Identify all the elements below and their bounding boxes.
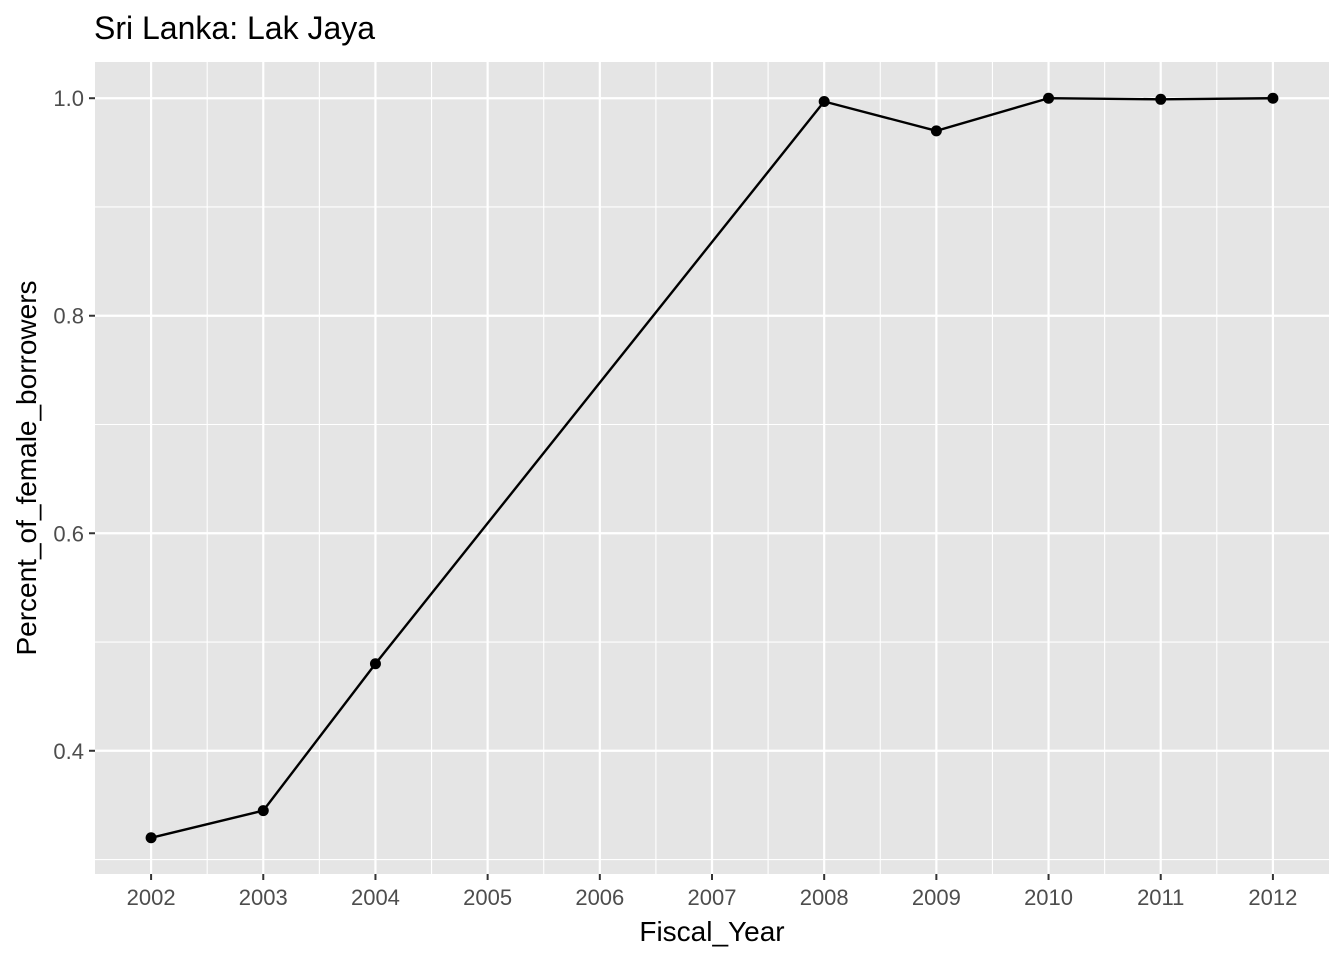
y-axis: 0.4 0.6 0.8 1.0 bbox=[53, 86, 95, 764]
x-tick-label: 2003 bbox=[239, 885, 288, 910]
series-line bbox=[150, 97, 1273, 839]
x-tick-label: 2002 bbox=[127, 885, 176, 910]
y-tick-label: 0.8 bbox=[53, 304, 84, 329]
x-tick-label: 2009 bbox=[912, 885, 961, 910]
y-tick-label: 1.0 bbox=[53, 86, 84, 111]
data-point bbox=[1043, 92, 1055, 104]
data-point bbox=[930, 125, 942, 137]
x-tick-label: 2006 bbox=[575, 885, 624, 910]
x-tick-label: 2012 bbox=[1248, 885, 1297, 910]
y-tick-label: 0.6 bbox=[53, 521, 84, 546]
x-tick-label: 2004 bbox=[351, 885, 400, 910]
y-axis-title: Percent_of_female_borrowers bbox=[11, 280, 42, 655]
x-tick-label: 2008 bbox=[800, 885, 849, 910]
chart-title: Sri Lanka: Lak Jaya bbox=[94, 10, 375, 46]
x-tick-label: 2011 bbox=[1137, 885, 1184, 910]
data-point bbox=[818, 95, 830, 107]
x-tick-label: 2005 bbox=[463, 885, 512, 910]
x-tick-label: 2007 bbox=[688, 885, 737, 910]
x-axis: 2002 2003 2004 2005 2006 2007 2008 2009 2010 2011… bbox=[127, 874, 1297, 910]
data-point bbox=[1267, 92, 1279, 104]
data-point bbox=[369, 658, 381, 670]
data-point bbox=[1155, 93, 1167, 105]
data-point bbox=[145, 832, 157, 844]
data-point bbox=[257, 805, 269, 817]
y-tick-label: 0.4 bbox=[53, 739, 84, 764]
grid-lines bbox=[95, 62, 1329, 874]
x-axis-title: Fiscal_Year bbox=[639, 916, 784, 947]
data-series bbox=[145, 92, 1279, 844]
x-tick-label: 2010 bbox=[1024, 885, 1073, 910]
